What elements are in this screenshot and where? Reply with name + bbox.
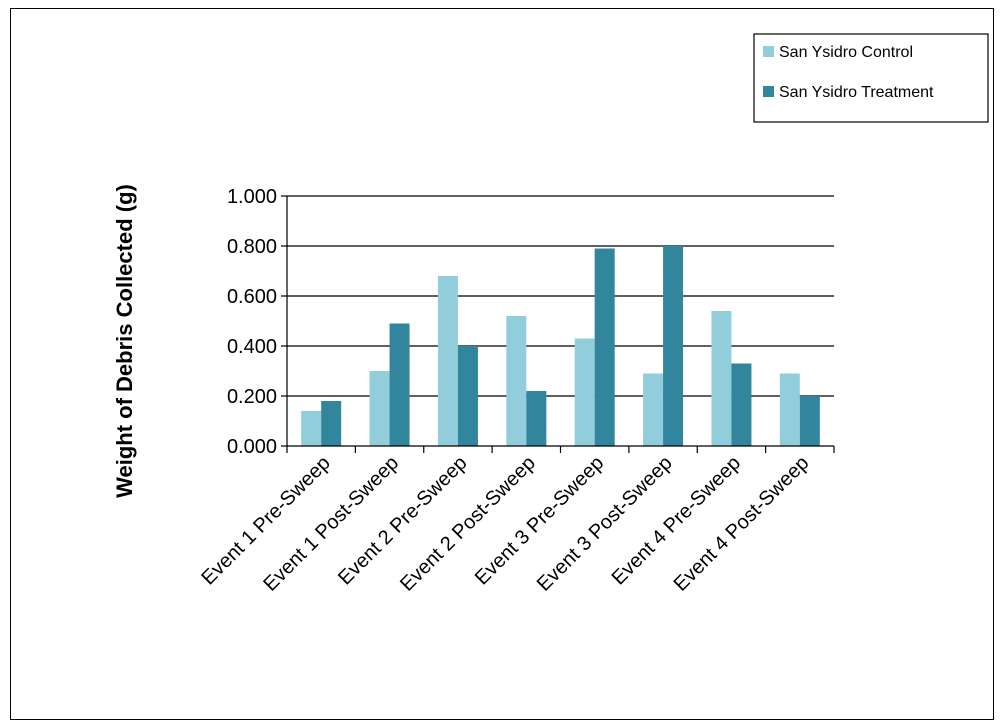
bar-control xyxy=(437,276,458,446)
legend: San Ysidro Control San Ysidro Treatment xyxy=(753,33,989,123)
legend-label: San Ysidro Control xyxy=(779,44,913,61)
axes xyxy=(281,195,835,453)
y-tick-label: 0.200 xyxy=(227,386,277,408)
gridlines xyxy=(287,195,834,397)
y-tick-label: 0.800 xyxy=(227,236,277,258)
bar-treatment xyxy=(457,346,478,446)
bar-treatment xyxy=(663,246,684,446)
bar-control xyxy=(643,373,664,446)
x-category-label: Event 2 Post-Sweep xyxy=(396,452,540,596)
legend-swatch xyxy=(763,46,774,57)
legend-box xyxy=(753,33,989,123)
legend-label: San Ysidro Treatment xyxy=(779,84,934,101)
bar-control xyxy=(506,316,527,446)
legend-swatch xyxy=(763,86,774,97)
y-axis-title: Weight of Debris Collected (g) xyxy=(112,184,137,498)
x-category-label: Event 2 Pre-Sweep xyxy=(334,452,471,589)
bar-control xyxy=(301,411,322,446)
bar-treatment xyxy=(799,396,820,446)
x-category-label: Event 4 Pre-Sweep xyxy=(608,452,745,589)
bars xyxy=(301,246,820,446)
y-tick-label: 0.400 xyxy=(227,336,277,358)
bar-control xyxy=(574,338,595,446)
y-tick-label: 0.000 xyxy=(227,436,277,458)
x-category-label: Event 4 Post-Sweep xyxy=(670,452,814,596)
x-category-label: Event 1 Pre-Sweep xyxy=(197,452,334,589)
bar-treatment xyxy=(526,391,547,446)
bar-control xyxy=(711,311,732,446)
x-category-label: Event 1 Post-Sweep xyxy=(259,452,403,596)
y-tick-label: 0.600 xyxy=(227,286,277,308)
bar-treatment xyxy=(594,248,615,446)
bar-treatment xyxy=(321,401,342,446)
bar-control xyxy=(369,371,390,446)
bar-treatment xyxy=(389,323,410,446)
bar-treatment xyxy=(731,363,752,446)
x-category-label: Event 3 Pre-Sweep xyxy=(471,452,608,589)
y-tick-label: 1.000 xyxy=(227,186,277,208)
chart-frame xyxy=(10,8,994,720)
bar-control xyxy=(779,373,800,446)
x-category-label: Event 3 Post-Sweep xyxy=(533,452,677,596)
